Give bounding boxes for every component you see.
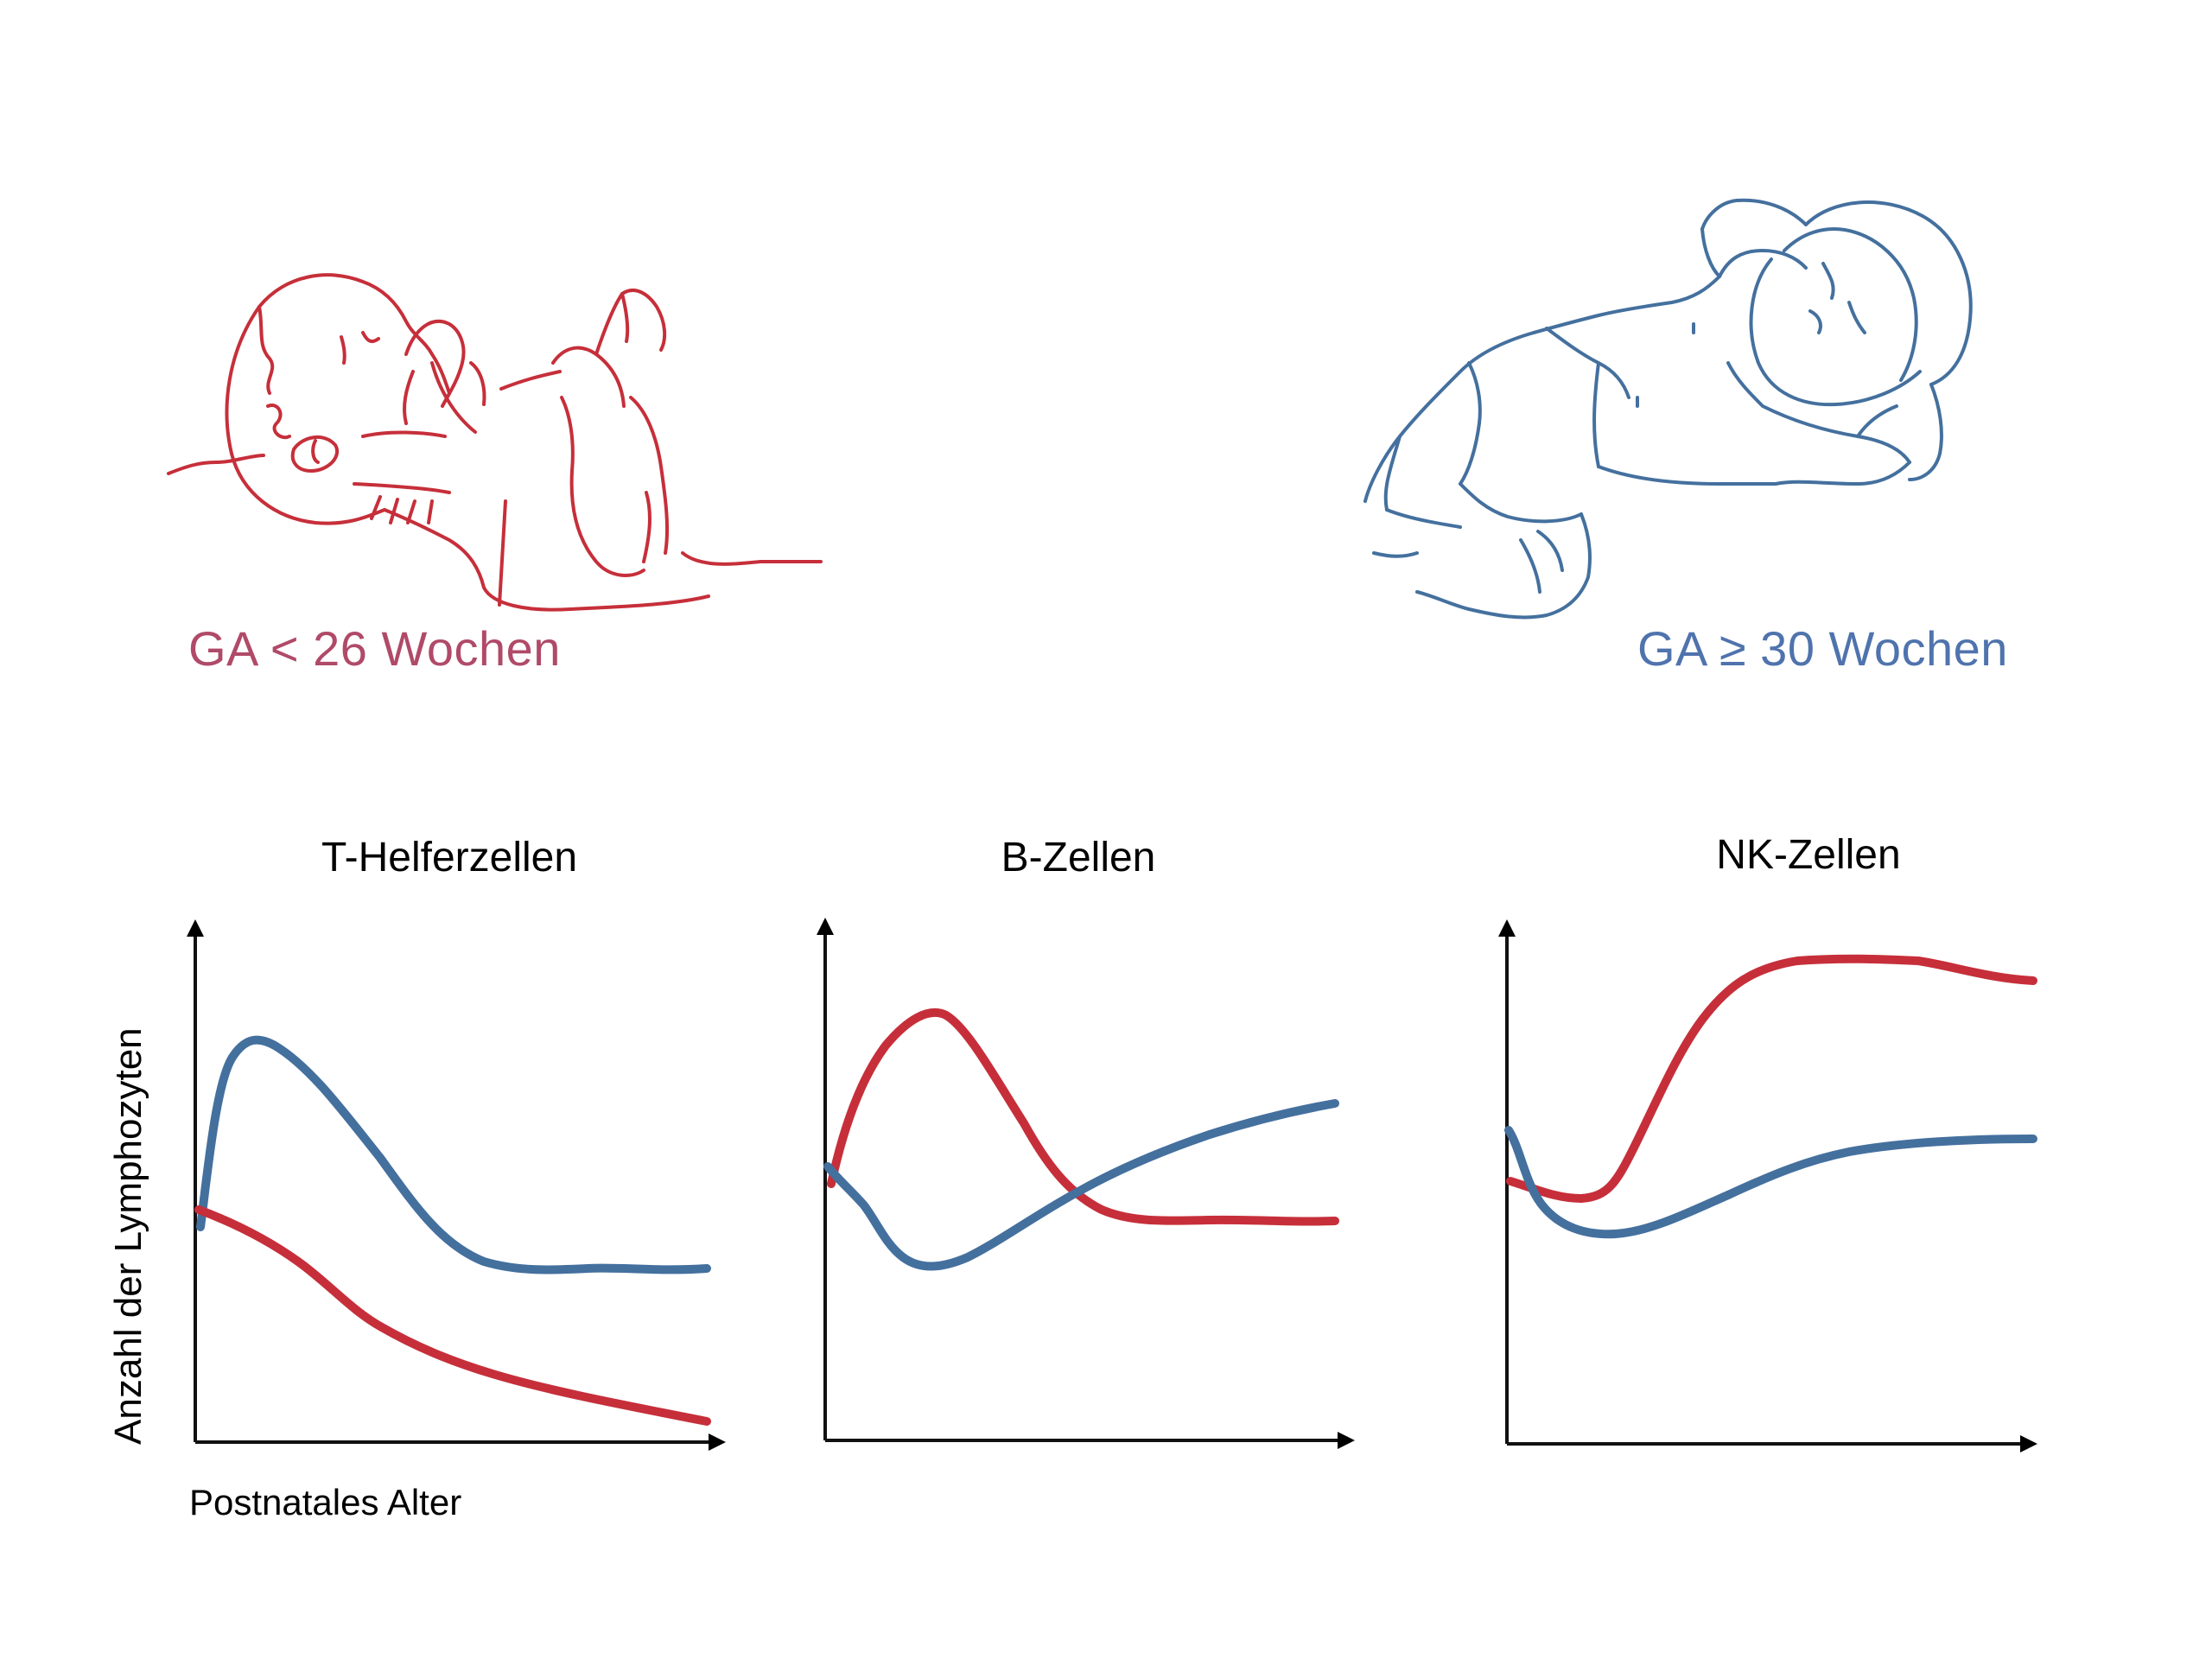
series-term-line xyxy=(196,1035,711,1274)
series-preterm-line xyxy=(194,1205,711,1426)
chart-b-cells xyxy=(817,918,1355,1449)
chart-nk-cells xyxy=(1498,919,2037,1452)
chart-t-helper-cells xyxy=(187,919,726,1451)
series-term-line xyxy=(823,1099,1339,1271)
cohort-label-term: GA ≥ 30 Wochen xyxy=(1637,621,2008,676)
cohort-label-preterm: GA < 26 Wochen xyxy=(188,621,561,676)
chart-title-t-helper: T-Helferzellen xyxy=(321,835,578,880)
x-axis-label: Postnatales Alter xyxy=(189,1482,462,1522)
y-axis-label: Anzahl der Lymphozyten xyxy=(107,1027,149,1445)
chart-title-nk-cells: NK-Zellen xyxy=(1716,832,1901,878)
preterm-infant-illustration xyxy=(167,273,823,612)
chart-title-b-cells: B-Zellen xyxy=(1001,835,1156,880)
series-preterm-line xyxy=(827,1007,1339,1226)
series-preterm-line xyxy=(1506,954,2037,1204)
series-term-line xyxy=(1504,1126,2037,1239)
term-infant-illustration xyxy=(1363,198,1973,620)
